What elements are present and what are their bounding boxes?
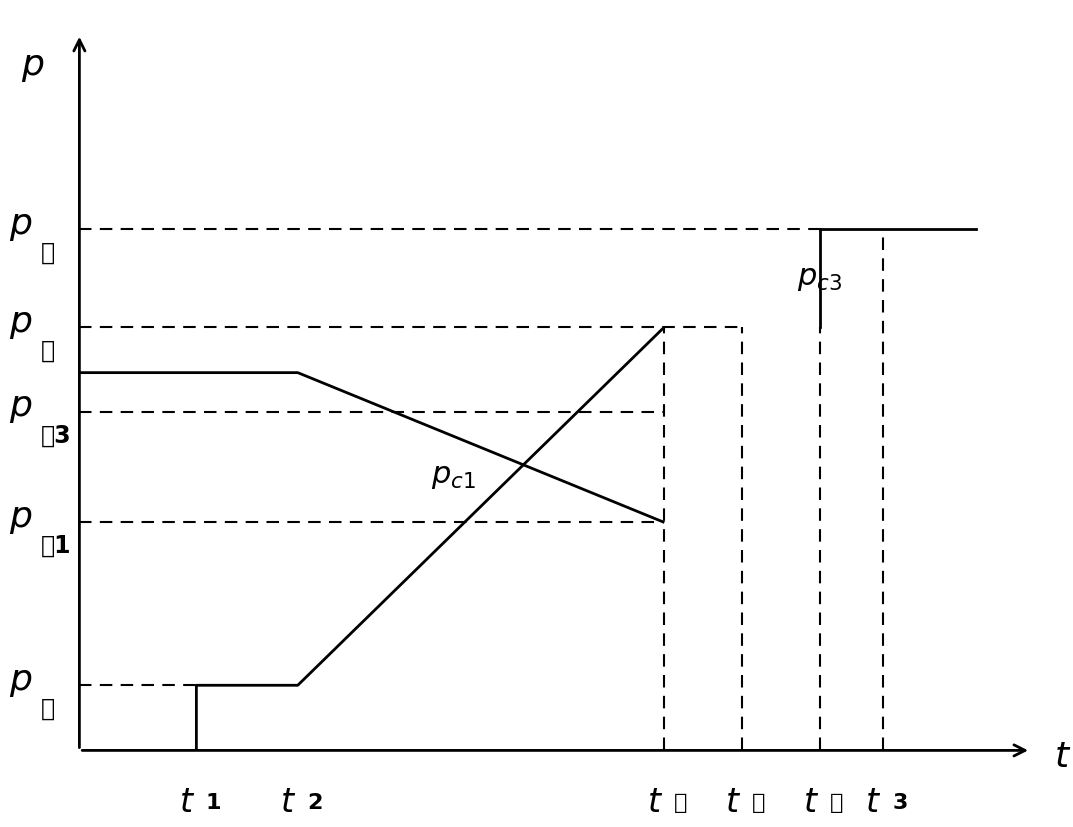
Text: $p$: $p$ (10, 665, 32, 699)
Text: 准: 准 (41, 697, 55, 721)
Text: $t$: $t$ (1055, 740, 1072, 774)
Text: $t$: $t$ (725, 786, 741, 820)
Text: $t$: $t$ (865, 786, 881, 820)
Text: $t$: $t$ (179, 786, 195, 820)
Text: $p$: $p$ (10, 391, 32, 425)
Text: 合: 合 (752, 793, 765, 813)
Text: $t$: $t$ (280, 786, 296, 820)
Text: $p$: $p$ (20, 50, 44, 84)
Text: 合: 合 (41, 339, 55, 363)
Text: 3: 3 (892, 793, 908, 813)
Text: 终: 终 (829, 793, 843, 813)
Text: 终: 终 (41, 241, 55, 265)
Text: $t$: $t$ (647, 786, 663, 820)
Text: $p$: $p$ (10, 209, 32, 243)
Text: 分: 分 (674, 793, 687, 813)
Text: $p_{c3}$: $p_{c3}$ (797, 264, 842, 293)
Text: $t$: $t$ (803, 786, 819, 820)
Text: $p$: $p$ (10, 502, 32, 536)
Text: 2: 2 (307, 793, 323, 813)
Text: $p$: $p$ (10, 307, 32, 341)
Text: 1: 1 (206, 793, 221, 813)
Text: 分1: 分1 (41, 534, 71, 558)
Text: $p_{c1}$: $p_{c1}$ (431, 462, 476, 491)
Text: 分3: 分3 (41, 423, 71, 447)
